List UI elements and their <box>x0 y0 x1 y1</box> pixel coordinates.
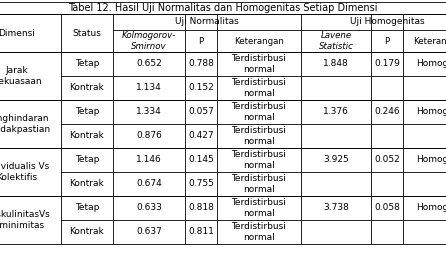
Text: 0.633: 0.633 <box>136 204 162 212</box>
Text: 1.134: 1.134 <box>136 84 162 92</box>
Text: Terdistirbusi
normal: Terdistirbusi normal <box>231 126 286 146</box>
Text: MaskulinitasVs
Feminimitas: MaskulinitasVs Feminimitas <box>0 210 50 230</box>
Text: Terdistirbusi
normal: Terdistirbusi normal <box>231 78 286 98</box>
Text: 0.179: 0.179 <box>374 60 400 68</box>
Text: Tabel 12. Hasil Uji Normalitas dan Homogenitas Setiap Dimensi: Tabel 12. Hasil Uji Normalitas dan Homog… <box>68 3 378 13</box>
Text: 0.674: 0.674 <box>136 180 162 188</box>
Text: 0.876: 0.876 <box>136 132 162 140</box>
Text: Homogen: Homogen <box>416 108 446 116</box>
Text: 3.738: 3.738 <box>323 204 349 212</box>
Text: 0.052: 0.052 <box>374 156 400 164</box>
Text: Kontrak: Kontrak <box>70 180 104 188</box>
Text: P: P <box>384 37 389 45</box>
Text: Penghindaran
Ketidakpastian: Penghindaran Ketidakpastian <box>0 114 50 134</box>
Text: 0.152: 0.152 <box>188 84 214 92</box>
Text: Kontrak: Kontrak <box>70 228 104 236</box>
Text: 1.334: 1.334 <box>136 108 162 116</box>
Text: Tetap: Tetap <box>75 204 99 212</box>
Text: 0.811: 0.811 <box>188 228 214 236</box>
Text: 0.818: 0.818 <box>188 204 214 212</box>
Text: Tetap: Tetap <box>75 60 99 68</box>
Text: Keterangan: Keterangan <box>234 37 284 45</box>
Text: 0.637: 0.637 <box>136 228 162 236</box>
Text: 1.376: 1.376 <box>323 108 349 116</box>
Text: Kolmogorov-
Smirnov: Kolmogorov- Smirnov <box>122 31 176 51</box>
Text: Terdistirbusi
normal: Terdistirbusi normal <box>231 174 286 194</box>
Text: Uji Normalitas: Uji Normalitas <box>175 17 239 27</box>
Text: Lavene
Statistic: Lavene Statistic <box>318 31 353 51</box>
Text: 1.146: 1.146 <box>136 156 162 164</box>
Text: Keteranagn: Keteranagn <box>413 37 446 45</box>
Text: Terdistirbusi
normal: Terdistirbusi normal <box>231 198 286 218</box>
Text: Terdistirbusi
normal: Terdistirbusi normal <box>231 150 286 170</box>
Text: Individualis Vs
Kolektifis: Individualis Vs Kolektifis <box>0 162 50 182</box>
Text: 0.058: 0.058 <box>374 204 400 212</box>
Text: Dimensi: Dimensi <box>0 28 35 38</box>
Text: P: P <box>198 37 203 45</box>
Text: 0.246: 0.246 <box>374 108 400 116</box>
Text: 0.057: 0.057 <box>188 108 214 116</box>
Text: Terdistirbusi
normal: Terdistirbusi normal <box>231 54 286 74</box>
Text: Kontrak: Kontrak <box>70 84 104 92</box>
Text: Homogen: Homogen <box>416 60 446 68</box>
Text: 1.848: 1.848 <box>323 60 349 68</box>
Text: 3.925: 3.925 <box>323 156 349 164</box>
Text: 0.755: 0.755 <box>188 180 214 188</box>
Text: 0.427: 0.427 <box>188 132 214 140</box>
Text: 0.145: 0.145 <box>188 156 214 164</box>
Text: Tetap: Tetap <box>75 108 99 116</box>
Text: Homogen: Homogen <box>416 156 446 164</box>
Text: Uji Homogenitas: Uji Homogenitas <box>350 17 424 27</box>
Text: Terdistirbusi
normal: Terdistirbusi normal <box>231 222 286 242</box>
Text: Status: Status <box>73 28 101 38</box>
Text: Kontrak: Kontrak <box>70 132 104 140</box>
Text: Homogen: Homogen <box>416 204 446 212</box>
Text: 0.788: 0.788 <box>188 60 214 68</box>
Text: Jarak
Kekuasaan: Jarak Kekuasaan <box>0 66 41 86</box>
Text: 0.652: 0.652 <box>136 60 162 68</box>
Text: Tetap: Tetap <box>75 156 99 164</box>
Text: Terdistirbusi
normal: Terdistirbusi normal <box>231 102 286 122</box>
